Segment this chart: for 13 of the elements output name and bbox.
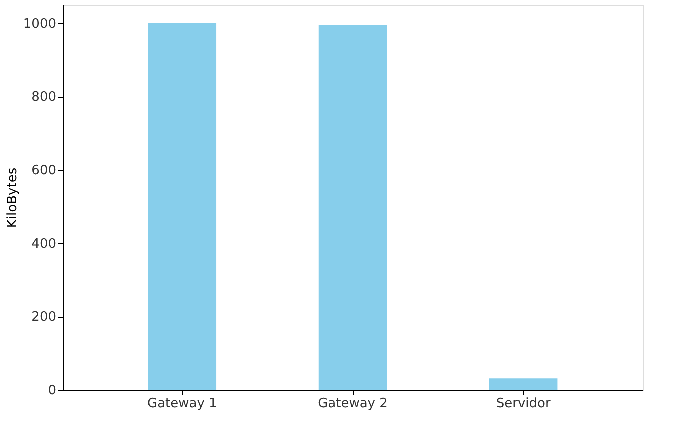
y-tick-label: 0: [48, 384, 56, 398]
y-tick-label: 400: [32, 236, 56, 252]
y-tick-label: 200: [32, 310, 56, 326]
bar: [489, 378, 558, 390]
y-tick-label: 600: [32, 164, 56, 178]
x-tick-label: Gateway 2: [318, 396, 388, 412]
bar: [148, 23, 217, 390]
bar: [318, 25, 388, 390]
x-tick-label: Servidor: [496, 396, 552, 412]
y-axis-title: KiloBytes: [5, 168, 20, 228]
x-tick-label: Gateway 1: [147, 396, 218, 412]
y-tick-label: 800: [32, 90, 56, 106]
y-tick-label: 1000: [23, 16, 56, 32]
